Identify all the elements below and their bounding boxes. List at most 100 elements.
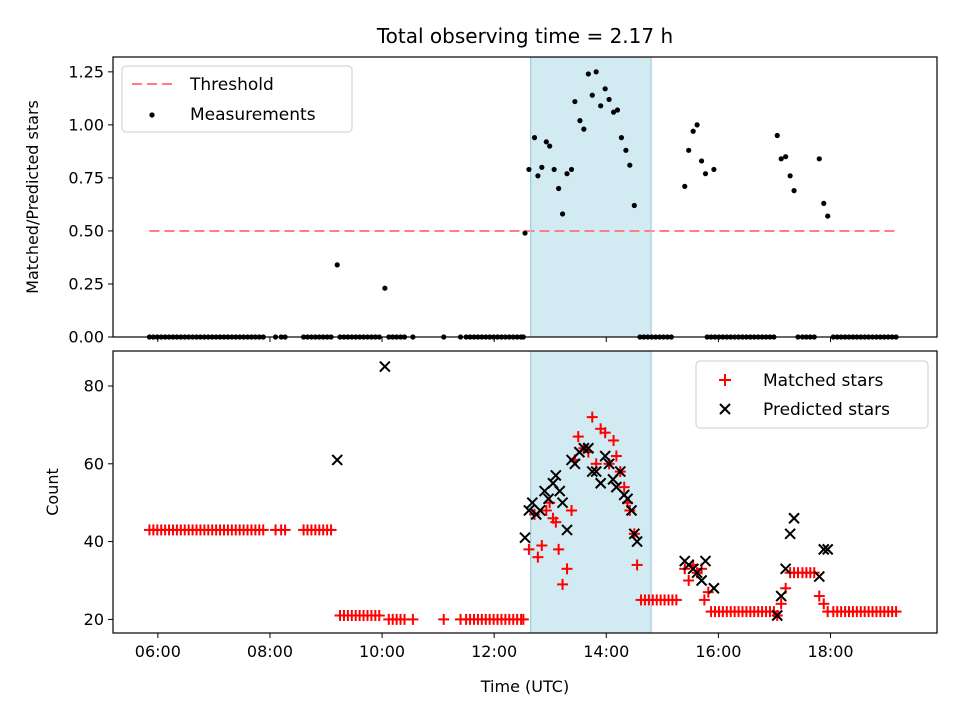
matched-stars-point <box>540 504 552 516</box>
measurement-point <box>618 135 625 141</box>
measurement-point <box>623 147 629 153</box>
predicted-stars-point <box>813 570 825 583</box>
predicted-stars-point <box>699 555 712 567</box>
measurement-point <box>702 171 709 177</box>
measurement-point <box>694 122 700 128</box>
measurement-point <box>627 162 633 168</box>
matched-stars-point <box>624 504 636 516</box>
matched-stars-point <box>557 578 569 590</box>
measurement-point <box>535 173 541 179</box>
matched-stars-point <box>553 543 565 555</box>
measurement-point <box>564 171 570 177</box>
measurement-point <box>778 156 784 162</box>
matched-stars-point <box>532 551 544 563</box>
predicted-stars-point <box>779 563 792 575</box>
bottom-y-axis-label: Count <box>43 468 62 516</box>
predicted-stars-point <box>695 574 708 587</box>
x-tick-label: 12:00 <box>471 642 517 661</box>
predicted-stars-point <box>586 465 598 478</box>
top-observing-window-shade <box>530 57 652 337</box>
measurement-point <box>610 109 617 115</box>
predicted-stars-point <box>818 543 830 556</box>
measurement-point <box>614 107 621 113</box>
bottom-y-ticks: 20 40 60 80 <box>84 377 113 629</box>
measurement-point <box>382 285 388 291</box>
matched-stars-point <box>373 609 385 621</box>
x-tick-label: 10:00 <box>359 642 405 661</box>
predicted-stars-point <box>556 496 569 509</box>
predicted-stars-point <box>771 609 783 622</box>
top-y-tick-label: 0.50 <box>68 221 104 240</box>
top-plot-frame <box>112 56 938 338</box>
measurement-point <box>825 213 831 219</box>
legend-predicted-label: Predicted stars <box>763 400 890 420</box>
top-y-axis-label: Matched/Predicted stars <box>23 100 42 294</box>
matched-stars-point <box>561 563 573 575</box>
measurement-point <box>602 86 608 92</box>
bottom-x-ticks: 06:00 08:00 10:00 12:00 14:00 16:00 18:00 <box>135 633 854 661</box>
bottom-y-tick-label: 20 <box>84 610 104 629</box>
predicted-stars-point <box>534 504 546 517</box>
measurement-point <box>791 188 797 194</box>
predicted-stars-point <box>599 450 611 462</box>
matched-stars-point <box>683 574 695 586</box>
matched-stars-point <box>325 524 337 536</box>
measurement-point <box>589 92 595 98</box>
measurement-point <box>577 118 583 124</box>
top-y-tick-label: 0.75 <box>68 168 104 187</box>
matched-stars-point <box>517 613 529 625</box>
matched-stars-point <box>438 613 450 625</box>
legend-predicted-swatch <box>719 403 731 415</box>
measurement-point <box>593 69 599 75</box>
measurement-point <box>631 202 637 209</box>
predicted-stars-point <box>590 465 602 478</box>
measurement-point <box>334 262 340 268</box>
measurement-point <box>783 154 789 160</box>
top-y-tick-label: 0.25 <box>68 274 104 293</box>
measurement-point <box>543 139 549 145</box>
x-tick-label: 16:00 <box>695 642 741 661</box>
predicted-stars-point <box>519 531 531 544</box>
bottom-y-tick-label: 60 <box>84 454 104 473</box>
measurement-point <box>556 185 562 192</box>
legend-matched-swatch <box>719 374 731 386</box>
predicted-stars-series <box>331 360 834 622</box>
bottom-legend-box <box>695 360 929 429</box>
measurement-point <box>698 158 705 164</box>
measurement-point <box>539 164 545 170</box>
predicted-stars-point <box>523 504 535 517</box>
top-panel: 0.00 0.25 0.50 0.75 1.00 1.25 Total observing… <box>23 24 938 347</box>
legend-threshold-label: Threshold <box>189 75 274 95</box>
measurement-point <box>816 156 822 162</box>
matched-stars-point <box>586 411 598 423</box>
predicted-stars-point <box>578 442 590 454</box>
measurement-point <box>682 183 688 189</box>
top-y-tick-label: 1.25 <box>68 62 104 81</box>
measurement-point <box>686 147 692 153</box>
matched-stars-point <box>618 481 630 493</box>
matched-stars-point <box>279 524 291 536</box>
predicted-stars-point <box>691 567 703 579</box>
top-legend: Threshold Measurements <box>121 65 353 133</box>
predicted-stars-point <box>614 465 626 478</box>
top-y-tick-label: 0.00 <box>68 328 104 347</box>
predicted-stars-point <box>621 493 634 505</box>
predicted-stars-point <box>708 582 720 594</box>
matched-stars-point <box>523 543 535 555</box>
matched-stars-point <box>890 606 902 618</box>
measurement-point <box>559 211 566 217</box>
measurement-point <box>690 128 696 134</box>
top-y-ticks: 0.00 0.25 0.50 0.75 1.00 1.25 <box>68 62 113 347</box>
x-tick-label: 14:00 <box>583 642 629 661</box>
matched-stars-point <box>529 508 541 520</box>
matched-stars-point <box>631 559 643 571</box>
predicted-stars-point <box>379 360 391 373</box>
matched-stars-point <box>702 586 714 598</box>
predicted-stars-point <box>784 528 796 540</box>
legend-measurements-swatch <box>149 112 155 118</box>
measurement-point <box>581 126 587 132</box>
matched-stars-point <box>670 594 682 606</box>
matched-stars-point <box>698 594 710 606</box>
measurement-point <box>572 98 578 105</box>
